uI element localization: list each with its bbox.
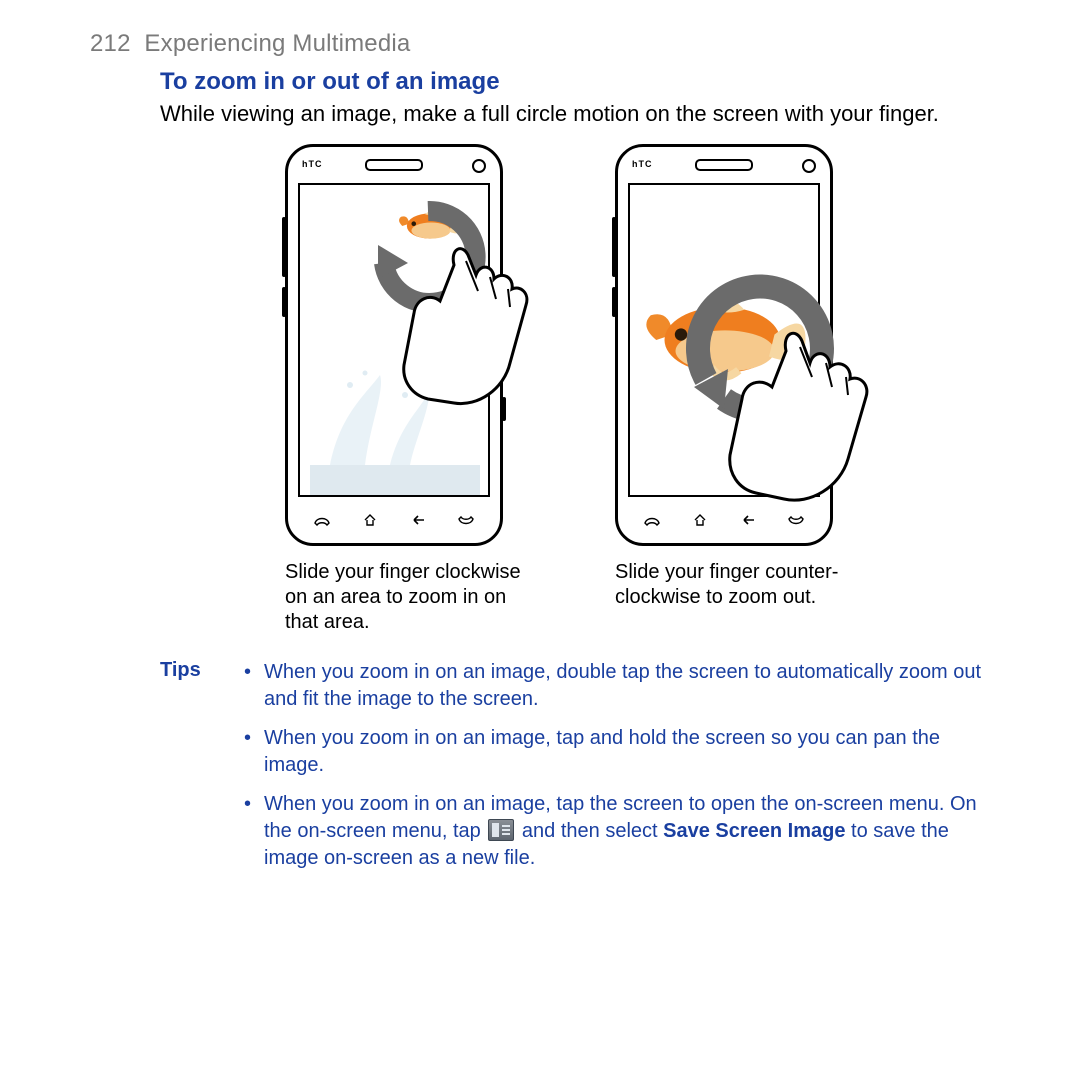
tips-label: Tips xyxy=(160,659,220,884)
home-key-icon xyxy=(680,511,720,529)
phone-speaker-grill xyxy=(695,159,753,171)
zoom-in-figure: hTC xyxy=(285,144,525,635)
phone-hardkey-row xyxy=(302,507,486,533)
illustration-row: hTC xyxy=(150,144,990,635)
end-key-icon xyxy=(776,511,816,529)
tip-item: When you zoom in on an image, tap and ho… xyxy=(244,725,990,779)
zoom-out-caption: Slide your finger counter-clockwise to z… xyxy=(615,560,855,610)
tip-text-mid: and then select xyxy=(516,820,663,842)
back-key-icon xyxy=(728,511,768,529)
phone-logo: hTC xyxy=(302,159,323,169)
phone-side-button xyxy=(282,287,286,317)
menu-icon xyxy=(488,819,514,841)
end-key-icon xyxy=(446,511,486,529)
phone-side-button xyxy=(282,217,286,277)
tip-text: When you zoom in on an image, double tap… xyxy=(264,661,981,710)
phone-outline-left: hTC xyxy=(285,144,503,546)
phone-logo: hTC xyxy=(632,159,653,169)
tip-item: When you zoom in on an image, double tap… xyxy=(244,659,990,713)
zoom-out-figure: hTC xyxy=(615,144,855,635)
section-heading: To zoom in or out of an image xyxy=(160,68,990,96)
phone-screen xyxy=(628,183,820,497)
counter-clockwise-gesture xyxy=(654,259,884,509)
tips-block: Tips When you zoom in on an image, doubl… xyxy=(160,659,990,884)
tips-list: When you zoom in on an image, double tap… xyxy=(244,659,990,884)
chapter-title: Experiencing Multimedia xyxy=(144,30,410,57)
phone-hardkey-row xyxy=(632,507,816,533)
zoom-in-caption: Slide your finger clockwise on an area t… xyxy=(285,560,525,635)
page-number: 212 xyxy=(90,30,131,57)
phone-side-button xyxy=(612,287,616,317)
phone-front-camera xyxy=(802,159,816,173)
back-key-icon xyxy=(398,511,438,529)
phone-front-camera xyxy=(472,159,486,173)
clockwise-gesture xyxy=(358,193,558,423)
manual-page: 212 Experiencing Multimedia To zoom in o… xyxy=(0,0,1080,914)
phone-screen xyxy=(298,183,490,497)
tip-item: When you zoom in on an image, tap the sc… xyxy=(244,791,990,872)
phone-speaker-grill xyxy=(365,159,423,171)
call-key-icon xyxy=(302,511,342,529)
tip-text-bold: Save Screen Image xyxy=(663,820,845,842)
phone-outline-right: hTC xyxy=(615,144,833,546)
home-key-icon xyxy=(350,511,390,529)
call-key-icon xyxy=(632,511,672,529)
intro-text: While viewing an image, make a full circ… xyxy=(160,100,990,128)
phone-side-button xyxy=(612,217,616,277)
running-head: 212 Experiencing Multimedia xyxy=(90,30,990,58)
tip-text: When you zoom in on an image, tap and ho… xyxy=(264,727,940,776)
